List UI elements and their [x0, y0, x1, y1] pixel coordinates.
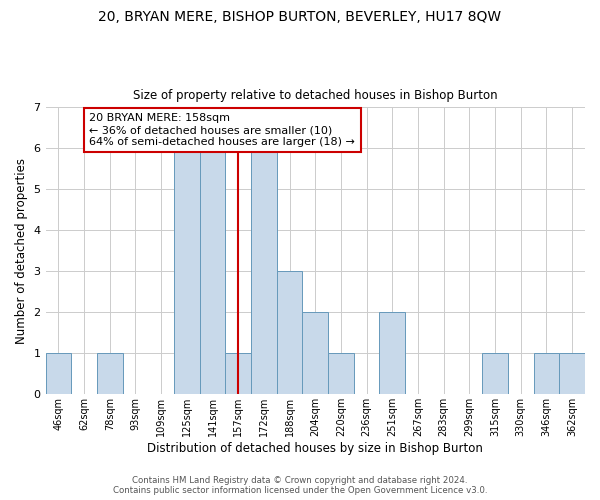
Bar	[302, 312, 328, 394]
Text: 20 BRYAN MERE: 158sqm
← 36% of detached houses are smaller (10)
64% of semi-deta: 20 BRYAN MERE: 158sqm ← 36% of detached …	[89, 114, 355, 146]
Bar	[46, 354, 71, 395]
Bar	[559, 354, 585, 395]
Title: Size of property relative to detached houses in Bishop Burton: Size of property relative to detached ho…	[133, 89, 497, 102]
Bar	[533, 354, 559, 395]
Y-axis label: Number of detached properties: Number of detached properties	[15, 158, 28, 344]
Bar	[200, 148, 226, 394]
Text: Contains HM Land Registry data © Crown copyright and database right 2024.
Contai: Contains HM Land Registry data © Crown c…	[113, 476, 487, 495]
Bar	[251, 148, 277, 394]
Bar	[379, 312, 405, 394]
Text: 20, BRYAN MERE, BISHOP BURTON, BEVERLEY, HU17 8QW: 20, BRYAN MERE, BISHOP BURTON, BEVERLEY,…	[98, 10, 502, 24]
X-axis label: Distribution of detached houses by size in Bishop Burton: Distribution of detached houses by size …	[148, 442, 483, 455]
Bar	[97, 354, 122, 395]
Bar	[226, 354, 251, 395]
Bar	[277, 272, 302, 394]
Bar	[328, 354, 354, 395]
Bar	[482, 354, 508, 395]
Bar	[174, 148, 200, 394]
